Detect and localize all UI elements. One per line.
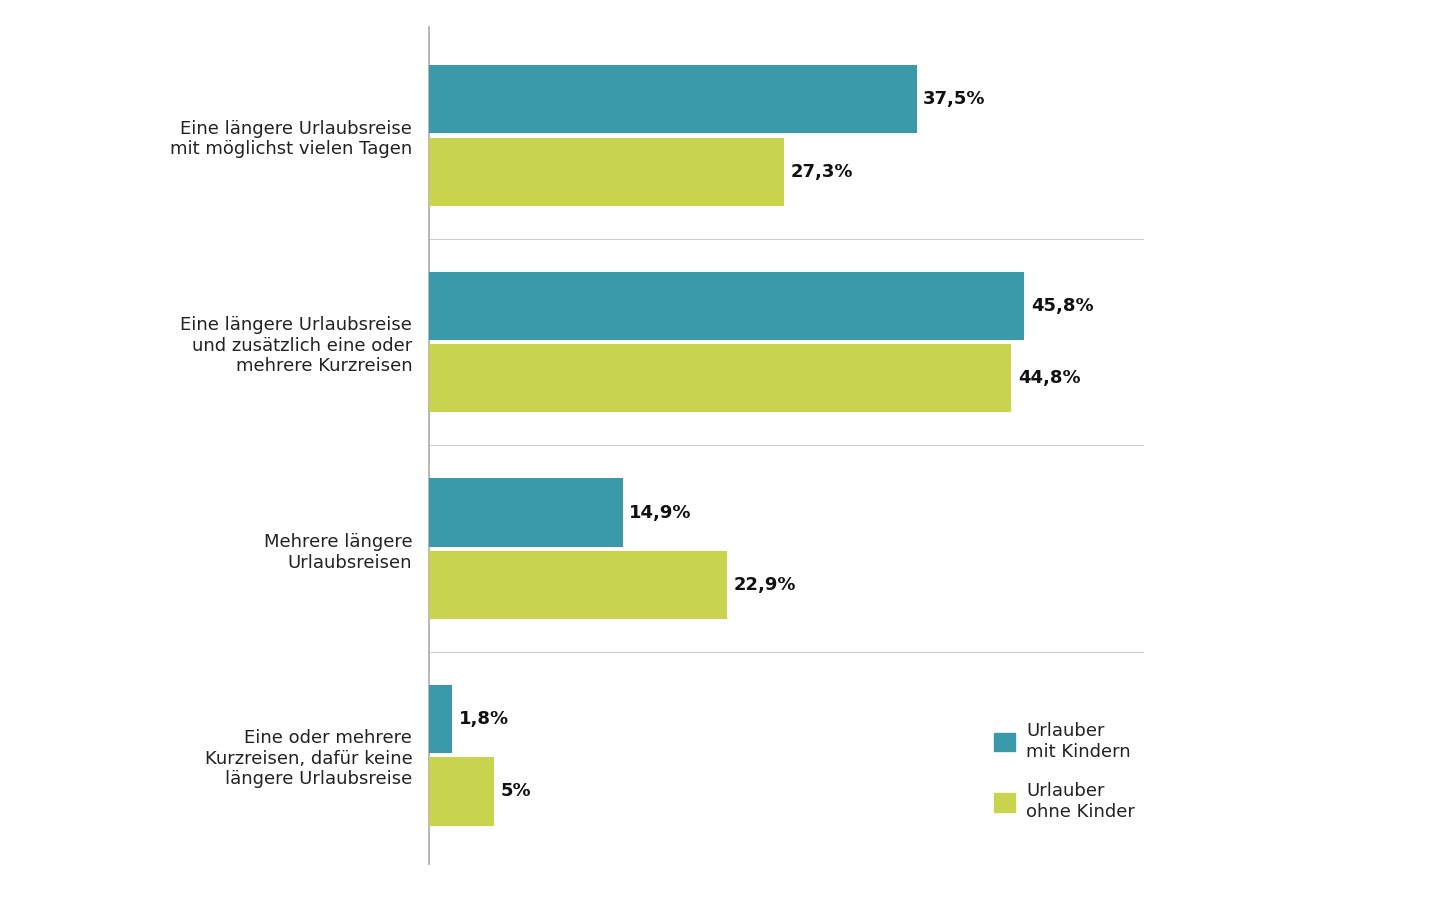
Bar <box>429 757 493 825</box>
Bar <box>429 478 622 546</box>
Text: 1,8%: 1,8% <box>459 710 509 728</box>
Bar <box>429 65 917 134</box>
Legend: Urlauber
mit Kindern, Urlauber
ohne Kinder: Urlauber mit Kindern, Urlauber ohne Kind… <box>994 722 1135 821</box>
Text: 27,3%: 27,3% <box>791 163 852 181</box>
Text: 44,8%: 44,8% <box>1018 369 1081 387</box>
Bar <box>429 551 726 619</box>
Bar <box>429 137 784 205</box>
Bar <box>429 272 1024 340</box>
Text: 37,5%: 37,5% <box>922 90 985 108</box>
Bar <box>429 345 1011 413</box>
Bar <box>429 685 452 754</box>
Text: 5%: 5% <box>500 783 531 801</box>
Text: 22,9%: 22,9% <box>734 576 795 594</box>
Text: 14,9%: 14,9% <box>629 504 692 522</box>
Text: 45,8%: 45,8% <box>1031 297 1094 315</box>
